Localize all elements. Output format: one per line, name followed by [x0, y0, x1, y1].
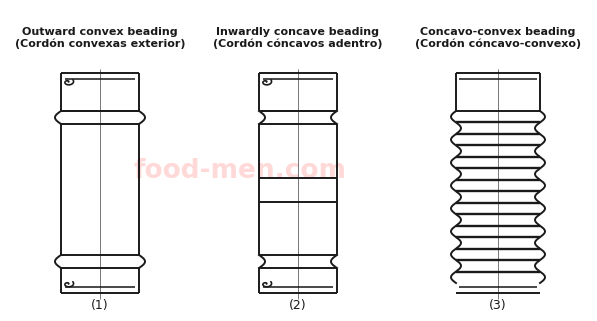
Text: (2): (2) — [289, 299, 307, 311]
Text: (Cordón cóncavos adentro): (Cordón cóncavos adentro) — [213, 39, 383, 49]
Text: Outward convex beading: Outward convex beading — [22, 27, 178, 37]
Text: (3): (3) — [489, 299, 507, 311]
Text: (Cordón convexas exterior): (Cordón convexas exterior) — [15, 39, 185, 49]
Text: food-men.com: food-men.com — [134, 158, 346, 184]
Text: Inwardly concave beading: Inwardly concave beading — [217, 27, 380, 37]
Text: (1): (1) — [91, 299, 109, 311]
Text: Concavo-convex beading: Concavo-convex beading — [420, 27, 576, 37]
Text: (Cordón cóncavo-convexo): (Cordón cóncavo-convexo) — [415, 39, 581, 49]
